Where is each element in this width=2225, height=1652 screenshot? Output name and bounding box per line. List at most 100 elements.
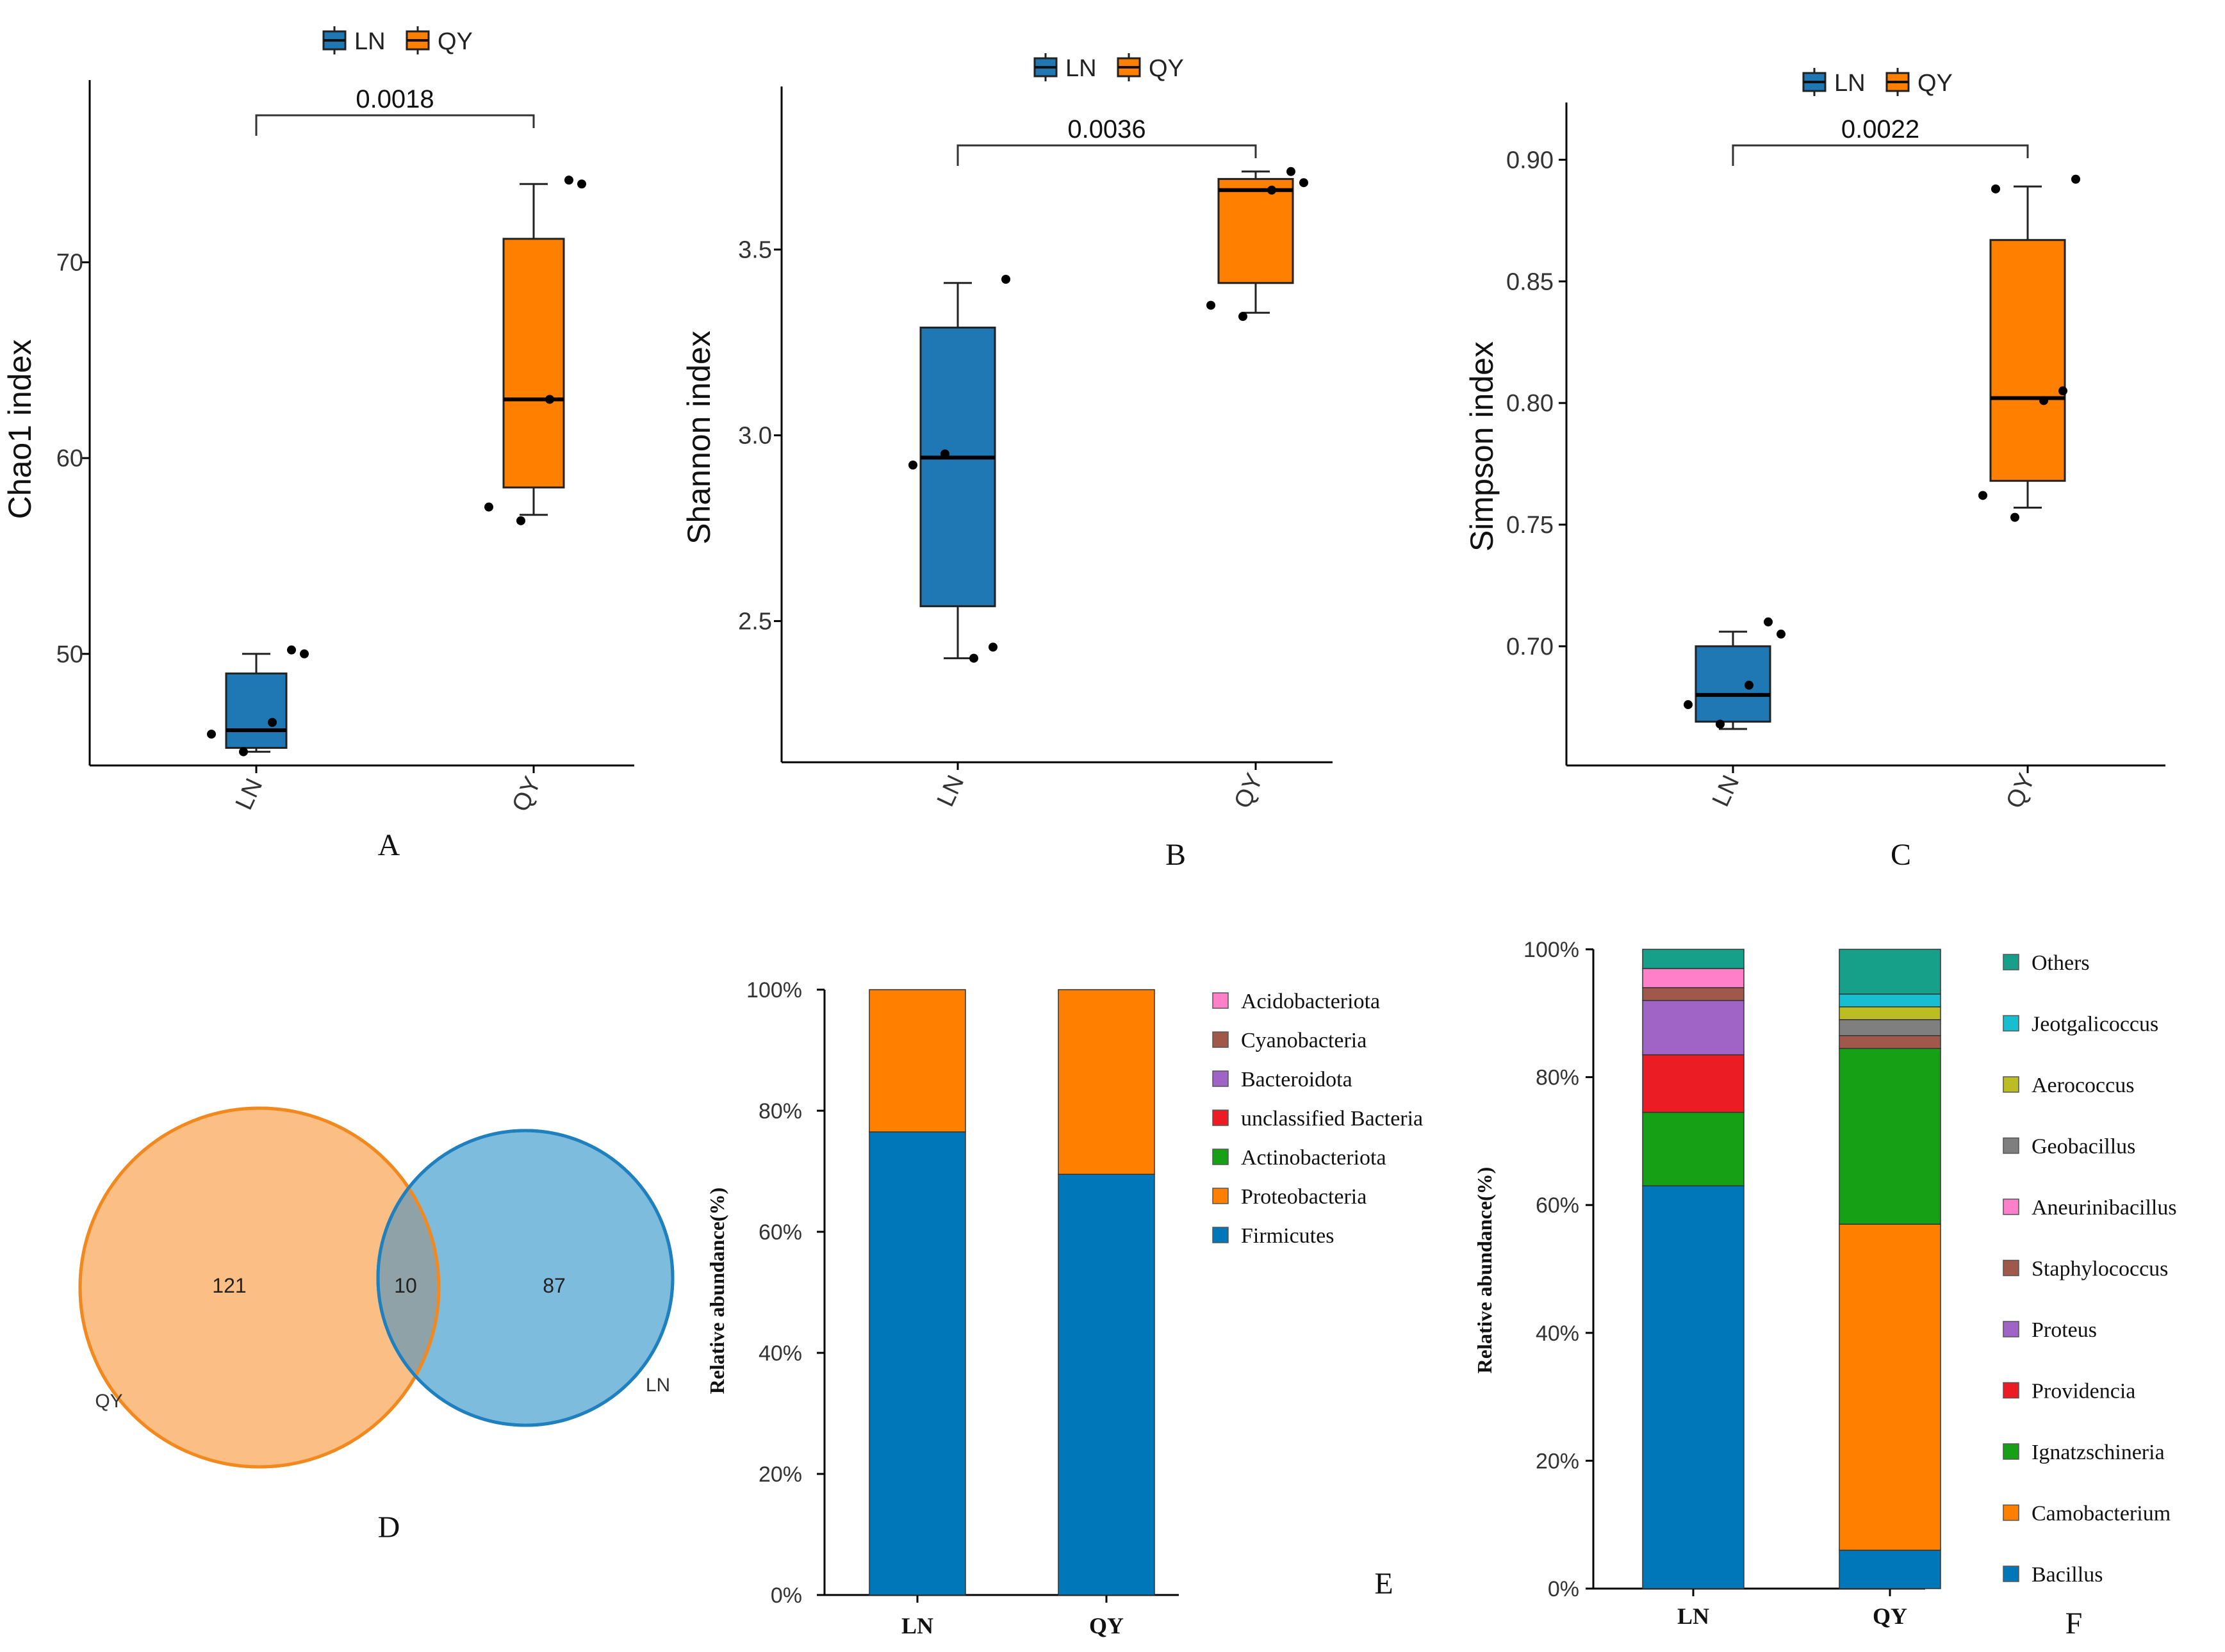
data-point — [287, 645, 296, 655]
data-point — [1978, 491, 1987, 500]
y-tick-label: 0.75 — [1506, 512, 1554, 539]
legend-A: LN QY — [322, 26, 473, 55]
data-point — [1299, 178, 1308, 188]
legend-label-others: Others — [2032, 951, 2090, 975]
legend-swatch-others — [2003, 954, 2019, 970]
y-tick-label: 3.0 — [738, 423, 772, 450]
legend-label-jeotgalicoccus: Jeotgalicoccus — [2032, 1013, 2158, 1036]
data-point — [268, 717, 277, 727]
x-tick-label-ln: LN — [231, 774, 268, 814]
box-body — [225, 672, 288, 749]
bar-segment-proteobacteria — [1058, 989, 1155, 1175]
bar-segment-firmicutes — [1058, 1174, 1155, 1596]
y-axis-title: Relative abundance(%) — [705, 1188, 728, 1394]
y-tick-label: 40% — [759, 1341, 802, 1366]
x-tick-label-qy: QY — [1873, 1603, 1907, 1629]
bar-segment-jeotgalicoccus — [1839, 994, 1941, 1008]
legend-label-acidobacteriota: Acidobacteriota — [1241, 990, 1380, 1013]
box-body — [502, 238, 565, 489]
venn-outline-ln — [376, 1129, 675, 1427]
bar-segment-bacillus — [1642, 1185, 1745, 1589]
data-point — [908, 461, 917, 470]
data-point — [1286, 167, 1295, 176]
data-point — [989, 642, 998, 652]
data-point — [207, 730, 216, 739]
venn-set-label-ln: LN — [646, 1375, 670, 1396]
legend-label-qy: QY — [1917, 70, 1953, 97]
legend-swatch-jeotgalicoccus — [2003, 1015, 2019, 1032]
legend-swatch-geobacillus — [2003, 1137, 2019, 1154]
legend-swatch-bacillus — [2003, 1566, 2019, 1582]
box-qy — [484, 176, 586, 525]
legend-label-aneurinibacillus: Aneurinibacillus — [2032, 1196, 2177, 1220]
data-point — [1267, 185, 1276, 195]
legend-B: LN QY — [1033, 53, 1184, 82]
legend-swatch-proteus — [2003, 1321, 2019, 1337]
data-point — [2058, 386, 2067, 396]
data-point — [1684, 700, 1693, 710]
data-point — [577, 179, 586, 189]
data-point — [1764, 617, 1773, 626]
box-body — [1695, 645, 1771, 723]
boxplot-panel-B: 2.5 3.0 3.5 Shannon index LN QY 0.0036 LN QY B — [681, 53, 1333, 872]
bar-segment-others — [1839, 949, 1941, 995]
x-tick-label-ln: LN — [932, 771, 970, 811]
bar-segment-aneurinibacillus — [1642, 968, 1745, 988]
legend-label-firmicutes: Firmicutes — [1241, 1224, 1334, 1248]
legend-label-ln: LN — [1065, 55, 1097, 82]
y-tick-label: 60% — [1536, 1193, 1579, 1218]
legend-C: LN QY — [1802, 68, 1953, 97]
y-tick-label: 20% — [1536, 1449, 1579, 1473]
boxplot-panel-A: 50 60 70 Chao1 index LN QY 0.0018 LN QY A — [2, 26, 634, 862]
legend-swatch-firmicutes — [1212, 1227, 1229, 1243]
bar-segment-ignatzschineria — [1839, 1047, 1941, 1225]
legend-label-staphylococcus: Staphylococcus — [2032, 1257, 2168, 1281]
y-tick-label: 60% — [759, 1220, 802, 1245]
significance-bracket: 0.0018 — [255, 85, 535, 136]
x-tick-label-qy: QY — [507, 773, 546, 816]
legend-label-providencia: Providencia — [2032, 1380, 2135, 1403]
y-axis-title: Chao1 index — [2, 339, 38, 519]
data-point — [2039, 396, 2048, 405]
y-tick-label: 0.70 — [1506, 634, 1554, 660]
data-point — [516, 516, 525, 525]
y-tick-label: 100% — [746, 978, 802, 1002]
legend: Others Jeotgalicoccus Aerococcus Geobacillu… — [2003, 951, 2177, 1587]
y-tick-label: 70 — [56, 250, 83, 277]
box-ln — [1684, 617, 1786, 730]
venn-count-qy: 121 — [212, 1274, 246, 1297]
venn-count-ln: 87 — [543, 1274, 566, 1297]
panel-label: B — [1165, 838, 1186, 872]
box-qy — [1206, 167, 1308, 321]
legend-swatch-aerococcus — [2003, 1076, 2019, 1093]
legend-label-qy: QY — [1149, 55, 1184, 82]
y-tick-label: 80% — [1536, 1066, 1579, 1090]
bar-qy — [1058, 989, 1155, 1596]
y-tick-label: 80% — [759, 1099, 802, 1124]
p-value-label: 0.0018 — [356, 85, 434, 113]
bar-segment-aerococcus — [1839, 1006, 1941, 1020]
y-tick-label: 60 — [56, 445, 83, 472]
stacked-bar-panel-E: 0% 20% 40% 60% 80% 100% Relative abundance(%) L… — [705, 978, 1423, 1639]
y-tick-label: 50 — [56, 641, 83, 668]
legend-label-proteobacteria: Proteobacteria — [1241, 1185, 1367, 1209]
bar-ln — [869, 989, 966, 1596]
data-point — [1238, 312, 1247, 321]
p-value-label: 0.0036 — [1067, 115, 1145, 143]
y-axis-title: Relative abundance(%) — [1473, 1167, 1496, 1374]
y-tick-label: 2.5 — [738, 609, 772, 635]
y-tick-label: 20% — [759, 1462, 802, 1487]
y-tick-label: 3.5 — [738, 237, 772, 264]
data-point — [1777, 629, 1786, 639]
bar-segment-bacillus — [1839, 1550, 1941, 1589]
y-tick-label: 100% — [1523, 938, 1579, 962]
data-point — [1991, 184, 2000, 193]
y-tick-label: 0% — [1548, 1577, 1579, 1601]
legend-label-bacteroidota: Bacteroidota — [1241, 1068, 1352, 1092]
venn-count-overlap: 10 — [394, 1274, 417, 1297]
legend-swatch-acidobacteriota — [1212, 992, 1229, 1009]
x-tick-label-qy: QY — [1089, 1613, 1124, 1639]
data-point — [300, 649, 309, 658]
bar-segment-firmicutes — [869, 1131, 966, 1596]
panel-label: C — [1891, 838, 1911, 872]
